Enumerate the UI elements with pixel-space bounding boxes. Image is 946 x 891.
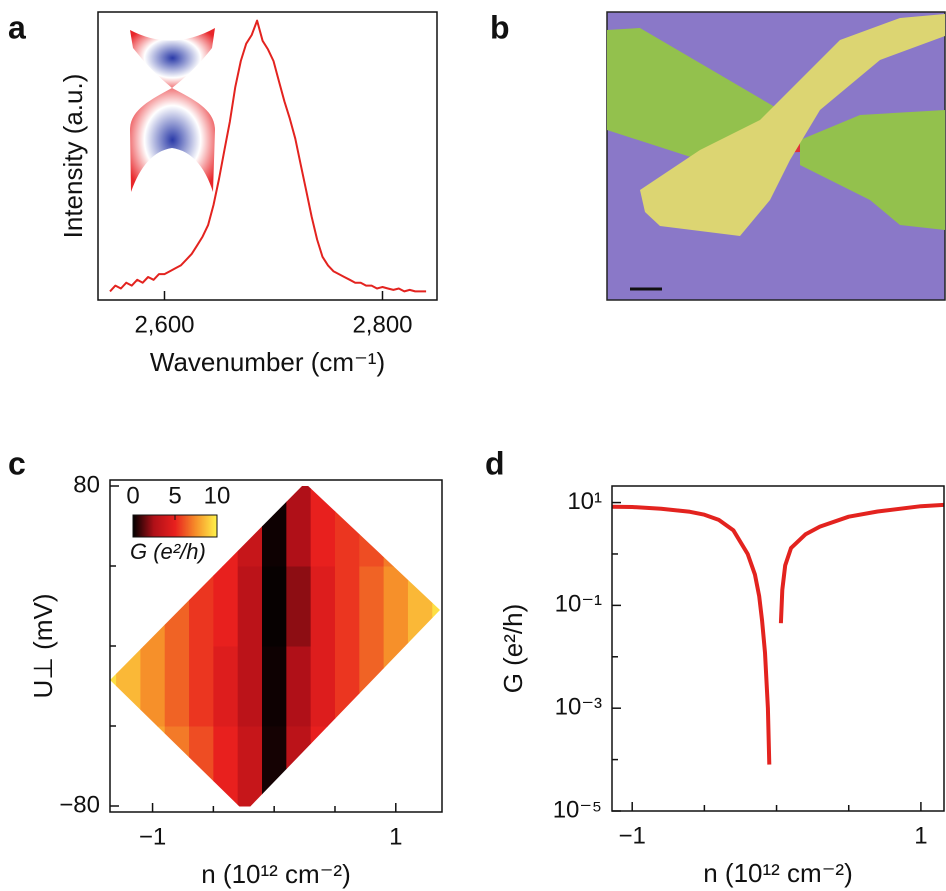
heatmap-cell	[237, 566, 263, 647]
axes-frame	[611, 485, 945, 812]
colorbar-tick-label: 10	[204, 482, 231, 509]
y-tick-label: 80	[73, 471, 100, 498]
heatmap-cell	[383, 486, 409, 567]
heatmap-cell	[140, 726, 166, 807]
heatmap-cell	[262, 486, 287, 567]
line	[611, 502, 945, 765]
sem-image	[606, 11, 946, 301]
heatmap-cell	[310, 726, 336, 807]
panel-label: b	[490, 9, 510, 45]
heatmap-cell	[407, 646, 433, 727]
heatmap-cell	[262, 726, 287, 807]
heatmap-cell	[189, 566, 214, 647]
heatmap-cell	[286, 726, 312, 807]
heatmap-cell	[116, 566, 141, 647]
axes-frame	[97, 11, 438, 301]
heatmap-cell	[237, 726, 263, 807]
x-tick-label: −1	[619, 822, 646, 849]
y-axis-label: U⊥ (mV)	[28, 594, 58, 699]
heatmap-cell	[110, 646, 117, 727]
x-tick-label: 1	[389, 823, 402, 850]
y-axis-label: Intensity (a.u.)	[58, 74, 88, 239]
heatmap-cell	[213, 646, 239, 727]
y-axis-label: G (e²/h)	[498, 604, 528, 694]
heatmap-cell	[237, 486, 263, 567]
x-tick-label: 1	[914, 822, 927, 849]
x-axis-label: n (10¹² cm⁻²)	[703, 858, 853, 888]
heatmap-cell	[432, 646, 440, 727]
heatmap-cell	[110, 566, 117, 647]
heatmap-cell	[116, 646, 141, 727]
heatmap-cell	[237, 646, 263, 727]
x-axis-label: n (10¹² cm⁻²)	[201, 859, 351, 889]
x-tick-label: −1	[139, 823, 166, 850]
heatmap-cell	[262, 566, 287, 647]
heatmap-cell	[432, 486, 440, 567]
heatmap-cell	[164, 726, 190, 807]
heatmap-cell	[140, 646, 166, 727]
heatmap-cell	[262, 646, 287, 727]
panel-label: a	[8, 9, 26, 45]
heatmap-cell	[310, 646, 336, 727]
heatmap-cell	[334, 566, 360, 647]
y-tick-label: 10⁻³	[555, 694, 602, 721]
heatmap-cell	[140, 566, 166, 647]
x-tick-label: 2,600	[134, 311, 194, 338]
heatmap-cell	[213, 566, 239, 647]
heatmap-cell	[383, 566, 409, 647]
heatmap-cell	[286, 566, 312, 647]
heatmap-cell	[334, 486, 360, 567]
panel-label: d	[485, 445, 505, 481]
line	[109, 19, 427, 293]
dirac-cone-inset	[130, 28, 215, 192]
panel-label: c	[8, 445, 26, 481]
heatmap-cell	[286, 646, 312, 727]
y-tick-label: 10⁻¹	[555, 591, 602, 618]
heatmap-cell	[189, 646, 214, 727]
colorbar-tick-label: 5	[168, 482, 181, 509]
heatmap-cell	[359, 646, 385, 727]
heatmap-cell	[334, 646, 360, 727]
y-tick-label: 10¹	[567, 488, 602, 515]
x-axis-label: Wavenumber (cm⁻¹)	[150, 347, 385, 377]
heatmap-cell	[383, 726, 409, 807]
heatmap-cell	[407, 566, 433, 647]
heatmap-cell	[359, 726, 385, 807]
heatmap-cell	[213, 726, 239, 807]
heatmap-cell	[164, 646, 190, 727]
heatmap-cell	[407, 486, 433, 567]
heatmap-cell	[334, 726, 360, 807]
heatmap-cell	[310, 486, 336, 567]
heatmap-cell	[286, 486, 312, 567]
x-tick-label: 2,800	[352, 311, 412, 338]
colorbar-label: G (e²/h)	[130, 539, 206, 564]
heatmap-cell	[359, 566, 385, 647]
heatmap-cell	[407, 726, 433, 807]
y-tick-label: 10⁻⁵	[553, 796, 602, 823]
heatmap-cell	[189, 726, 214, 807]
heatmap-cell	[310, 566, 336, 647]
colorbar-tick-label: 0	[126, 482, 139, 509]
heatmap-cell	[164, 566, 190, 647]
heatmap-cell	[116, 726, 141, 807]
y-tick-label: −80	[59, 791, 100, 818]
heatmap-cell	[383, 646, 409, 727]
heatmap-cell	[432, 726, 440, 807]
heatmap-cell	[359, 486, 385, 567]
heatmap-cell	[432, 566, 440, 647]
